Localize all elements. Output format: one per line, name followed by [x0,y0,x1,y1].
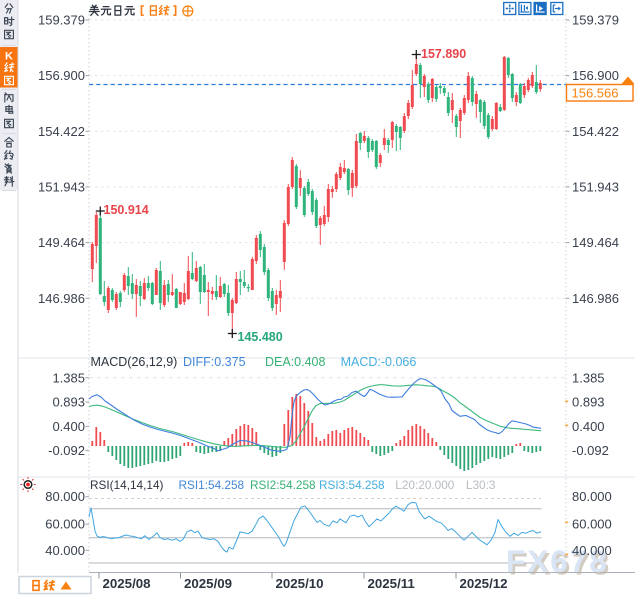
svg-text:0.893: 0.893 [52,395,85,410]
svg-text:FX678: FX678 [506,543,609,579]
svg-text:-0.092: -0.092 [572,443,609,458]
svg-text:150.914: 150.914 [104,203,149,217]
svg-text:2025/09: 2025/09 [184,576,232,591]
svg-text:159.379: 159.379 [38,13,85,28]
svg-text:159.379: 159.379 [572,13,619,28]
svg-text:149.464: 149.464 [572,235,619,250]
svg-text:146.986: 146.986 [38,291,85,306]
svg-text:DIFF:0.375: DIFF:0.375 [183,355,246,369]
svg-text:K: K [5,51,13,63]
svg-text:154.422: 154.422 [572,124,619,139]
svg-text:DEA:0.408: DEA:0.408 [265,355,326,369]
svg-text:1.385: 1.385 [572,370,605,385]
svg-text:146.986: 146.986 [572,291,619,306]
svg-text:154.422: 154.422 [38,124,85,139]
svg-text:1.385: 1.385 [52,370,85,385]
svg-text:151.943: 151.943 [572,179,619,194]
svg-text:2025/10: 2025/10 [276,576,324,591]
svg-text:80.000: 80.000 [572,489,612,504]
svg-text:151.943: 151.943 [38,179,85,194]
svg-text:145.480: 145.480 [238,330,283,344]
svg-text:2025/12: 2025/12 [460,576,508,591]
svg-text:149.464: 149.464 [38,235,85,250]
svg-text:0.400: 0.400 [572,419,605,434]
svg-text:156.566: 156.566 [572,86,619,101]
svg-text:MACD:-0.066: MACD:-0.066 [341,355,417,369]
svg-text:RSI(14,14,14): RSI(14,14,14) [90,478,164,492]
svg-text:L30:3: L30:3 [466,478,496,492]
svg-text:RSI2:54.258: RSI2:54.258 [250,478,316,492]
svg-text:156.900: 156.900 [572,68,619,83]
svg-text:L20:20.000: L20:20.000 [395,478,454,492]
svg-text:2025/11: 2025/11 [368,576,416,591]
svg-text:RSI1:54.258: RSI1:54.258 [179,478,245,492]
svg-text:156.900: 156.900 [38,68,85,83]
svg-text:-0.092: -0.092 [48,443,85,458]
svg-text:0.400: 0.400 [52,419,85,434]
svg-text:2025/08: 2025/08 [103,576,151,591]
svg-text:RSI3:54.258: RSI3:54.258 [319,478,385,492]
svg-text:MACD(26,12,9): MACD(26,12,9) [91,355,178,369]
svg-text:60.000: 60.000 [572,517,612,532]
svg-text:80.000: 80.000 [45,489,85,504]
svg-text:60.000: 60.000 [45,517,85,532]
svg-text:40.000: 40.000 [45,543,85,558]
svg-text:157.890: 157.890 [421,47,466,61]
svg-text:FX678: FX678 [509,546,612,582]
svg-text:40.000: 40.000 [572,543,612,558]
svg-text:0.893: 0.893 [572,395,605,410]
